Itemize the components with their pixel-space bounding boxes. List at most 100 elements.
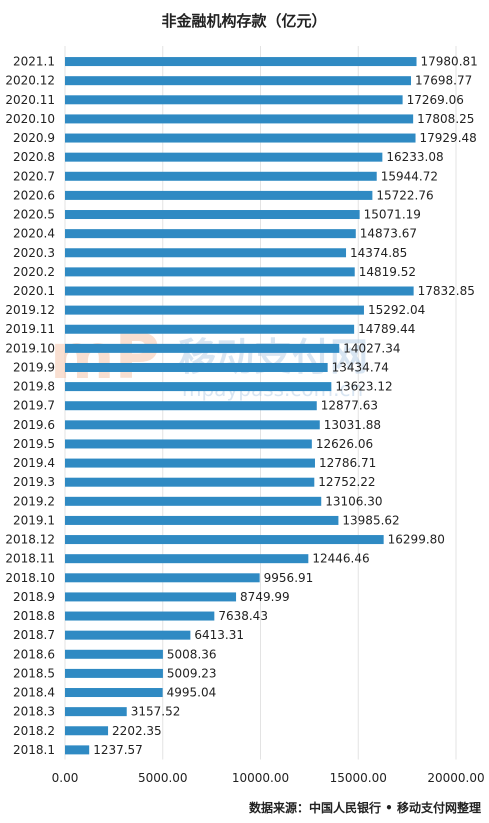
chart-title: 非金融机构存款（亿元） [161, 12, 326, 30]
category-label: 2019.12 [5, 303, 55, 317]
value-label: 1237.57 [93, 743, 143, 757]
category-label: 2018.10 [5, 571, 55, 585]
x-tick-label: 0.00 [52, 771, 79, 785]
category-label: 2018.3 [13, 705, 55, 719]
category-label: 2019.9 [13, 360, 55, 374]
value-label: 17980.81 [421, 55, 478, 69]
bar [65, 152, 383, 162]
bar [65, 324, 355, 334]
category-label: 2019.3 [13, 475, 55, 489]
bar [65, 420, 320, 430]
bar [65, 343, 340, 353]
bar [65, 611, 215, 621]
value-label: 7638.43 [218, 609, 268, 623]
value-label: 17832.85 [418, 284, 475, 298]
category-label: 2020.4 [13, 227, 55, 241]
bar [65, 535, 384, 545]
bar [65, 554, 309, 564]
category-label: 2020.12 [5, 74, 55, 88]
category-label: 2018.8 [13, 609, 55, 623]
bar [65, 515, 339, 525]
value-label: 13031.88 [324, 418, 381, 432]
category-label: 2020.6 [13, 188, 55, 202]
bar [65, 190, 373, 200]
category-label: 2018.2 [13, 724, 55, 738]
value-label: 9956.91 [264, 571, 314, 585]
bar [65, 382, 332, 392]
bar [65, 248, 347, 258]
x-tick-label: 5000.00 [138, 771, 188, 785]
value-label: 15292.04 [368, 303, 425, 317]
bar [65, 477, 315, 487]
category-label: 2019.8 [13, 380, 55, 394]
category-label: 2019.6 [13, 418, 55, 432]
value-label: 17808.25 [417, 112, 474, 126]
value-label: 13106.30 [325, 494, 382, 508]
category-label: 2019.1 [13, 513, 55, 527]
value-label: 14027.34 [343, 341, 400, 355]
category-label: 2020.1 [13, 284, 55, 298]
x-tick-label: 15000.00 [330, 771, 387, 785]
category-label: 2018.7 [13, 628, 55, 642]
category-label: 2020.7 [13, 169, 55, 183]
value-label: 12446.46 [312, 552, 369, 566]
value-label: 12626.06 [316, 437, 373, 451]
bar [65, 267, 355, 277]
bar [65, 496, 322, 506]
value-label: 14819.52 [359, 265, 416, 279]
category-label: 2020.3 [13, 246, 55, 260]
value-label: 13985.62 [342, 513, 399, 527]
value-label: 6413.31 [194, 628, 244, 642]
value-label: 14789.44 [358, 322, 415, 336]
value-label: 17929.48 [420, 131, 477, 145]
bar [65, 688, 163, 698]
value-label: 12786.71 [319, 456, 376, 470]
value-label: 17698.77 [415, 74, 472, 88]
bar [65, 305, 364, 315]
category-label: 2019.4 [13, 456, 55, 470]
category-label: 2018.6 [13, 647, 55, 661]
bar [65, 439, 312, 449]
bar [65, 573, 260, 583]
value-label: 12752.22 [318, 475, 375, 489]
bar [65, 458, 315, 468]
bar [65, 114, 414, 124]
value-label: 14374.85 [350, 246, 407, 260]
value-label: 5008.36 [167, 647, 217, 661]
category-label: 2020.10 [5, 112, 55, 126]
value-label: 13434.74 [332, 360, 389, 374]
category-label: 2020.9 [13, 131, 55, 145]
category-label: 2021.1 [13, 55, 55, 69]
category-label: 2020.5 [13, 208, 55, 222]
x-tick-label: 20000.00 [427, 771, 484, 785]
value-label: 15071.19 [364, 208, 421, 222]
category-label: 2018.5 [13, 666, 55, 680]
value-label: 15722.76 [376, 188, 433, 202]
category-label: 2018.12 [5, 533, 55, 547]
bar [65, 133, 416, 143]
category-label: 2018.4 [13, 686, 55, 700]
value-label: 8749.99 [240, 590, 290, 604]
value-label: 3157.52 [131, 705, 181, 719]
category-label: 2020.8 [13, 150, 55, 164]
bar [65, 726, 109, 736]
category-label: 2020.11 [5, 93, 55, 107]
value-label: 17269.06 [407, 93, 464, 107]
category-label: 2019.5 [13, 437, 55, 451]
bar [65, 649, 163, 659]
bar [65, 286, 414, 296]
source-note: 数据来源：中国人民银行 • 移动支付网整理 [249, 800, 481, 815]
bar [65, 210, 360, 220]
value-label: 4995.04 [167, 686, 217, 700]
value-label: 16299.80 [388, 533, 445, 547]
x-tick-label: 10000.00 [232, 771, 289, 785]
category-label: 2019.2 [13, 494, 55, 508]
bar [65, 630, 191, 640]
bar [65, 401, 317, 411]
category-label: 2018.11 [5, 552, 55, 566]
bar [65, 668, 163, 678]
category-label: 2019.10 [5, 341, 55, 355]
bar [65, 592, 237, 602]
category-label: 2020.2 [13, 265, 55, 279]
